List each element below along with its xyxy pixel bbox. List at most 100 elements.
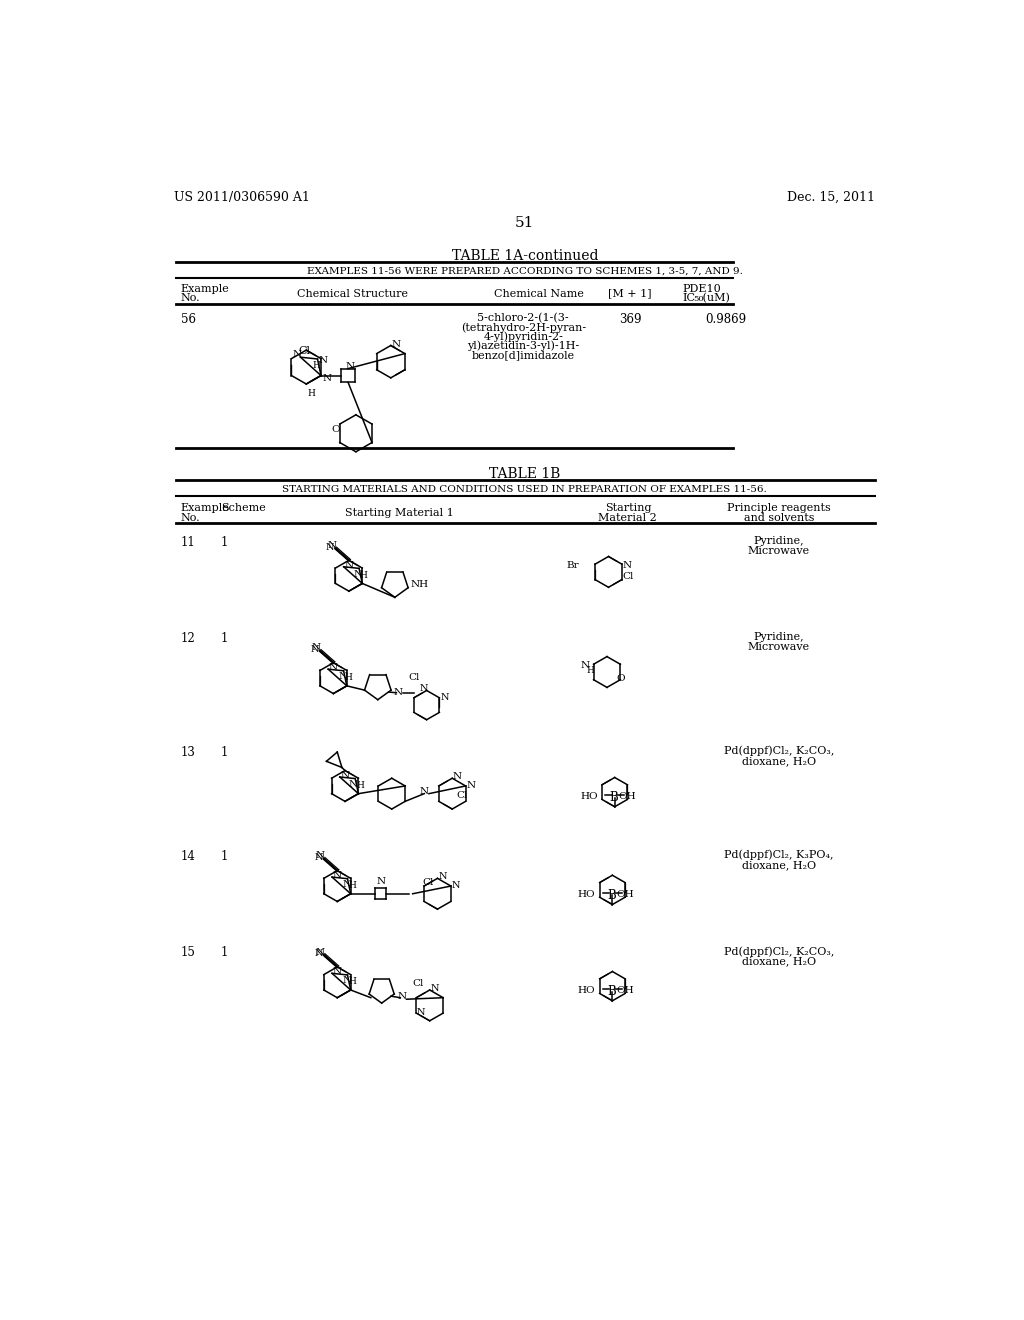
Text: (tetrahydro-2H-pyran-: (tetrahydro-2H-pyran- [461,322,586,333]
Text: H: H [312,360,319,370]
Text: H: H [348,880,356,890]
Text: Pd(dppf)Cl₂, K₂CO₃,: Pd(dppf)Cl₂, K₂CO₃, [724,946,835,957]
Text: [M + 1]: [M + 1] [608,289,652,298]
Text: NH: NH [411,581,428,589]
Text: Pyridine,: Pyridine, [754,632,804,642]
Text: Material 2: Material 2 [598,512,657,523]
Text: Chemical Name: Chemical Name [494,289,584,298]
Text: and solvents: and solvents [743,512,814,523]
Text: N: N [417,1008,426,1018]
Text: N: N [293,350,302,359]
Text: N: N [344,561,353,570]
Text: N: N [438,873,446,882]
Text: N: N [326,543,335,552]
Text: N: N [452,882,460,891]
Text: Cl: Cl [409,673,420,681]
Text: N: N [391,341,400,348]
Text: N: N [342,977,351,986]
Text: N: N [341,771,349,780]
Text: Br: Br [567,561,580,570]
Text: N: N [430,983,439,993]
Text: 1: 1 [221,850,228,863]
Text: N: N [581,661,590,671]
Text: Scheme: Scheme [221,503,266,513]
Text: Example: Example [180,284,229,294]
Text: H: H [308,388,315,397]
Text: 4-yl)pyridin-2-: 4-yl)pyridin-2- [483,331,563,342]
Text: Example: Example [180,503,229,513]
Text: Chemical Structure: Chemical Structure [297,289,409,298]
Text: Cl: Cl [413,979,424,989]
Text: N: N [314,949,323,958]
Text: benzo[d]imidazole: benzo[d]imidazole [472,350,574,360]
Text: 1: 1 [221,746,228,759]
Text: N: N [345,362,354,371]
Text: HO: HO [578,890,595,899]
Text: Cl: Cl [422,878,433,887]
Text: Microwave: Microwave [748,642,810,652]
Text: Pd(dppf)Cl₂, K₃PO₄,: Pd(dppf)Cl₂, K₃PO₄, [724,850,834,861]
Text: B: B [607,890,616,902]
Text: Dec. 15, 2011: Dec. 15, 2011 [787,190,876,203]
Text: B: B [607,985,616,998]
Text: H: H [356,781,365,789]
Text: (uM): (uM) [699,293,730,304]
Text: 50: 50 [693,296,703,304]
Text: PDE10: PDE10 [682,284,721,294]
Text: N: N [453,772,462,781]
Text: N: N [393,688,402,697]
Text: N: N [315,851,325,861]
Text: N: N [333,871,342,880]
Text: N: N [328,541,337,550]
Text: N: N [440,693,449,702]
Text: 14: 14 [180,850,196,863]
Text: HO: HO [578,986,595,995]
Text: 15: 15 [180,946,196,960]
Text: N: N [311,644,321,652]
Text: 369: 369 [618,313,641,326]
Text: Cl: Cl [623,572,634,581]
Text: HO: HO [580,792,598,801]
Text: H: H [344,673,352,682]
Text: OH: OH [616,890,634,899]
Text: US 2011/0306590 A1: US 2011/0306590 A1 [174,190,310,203]
Text: 0.9869: 0.9869 [706,313,746,326]
Text: N: N [353,570,362,579]
Text: 1: 1 [221,536,228,549]
Text: H: H [348,977,356,986]
Text: H: H [587,665,594,675]
Text: yl)azetidin-3-yl)-1H-: yl)azetidin-3-yl)-1H- [467,341,580,351]
Text: H: H [359,570,368,579]
Text: IC: IC [682,293,695,304]
Text: N: N [397,991,407,1001]
Text: 51: 51 [515,216,535,230]
Text: N: N [623,561,632,570]
Text: 1: 1 [221,632,228,645]
Text: 11: 11 [180,536,196,549]
Text: Pd(dppf)Cl₂, K₂CO₃,: Pd(dppf)Cl₂, K₂CO₃, [724,746,835,756]
Text: dioxane, H₂O: dioxane, H₂O [742,756,816,766]
Text: N: N [420,788,429,796]
Text: O: O [616,673,626,682]
Text: 1: 1 [221,946,228,960]
Text: 13: 13 [180,746,196,759]
Text: Principle reagents: Principle reagents [727,503,830,513]
Text: dioxane, H₂O: dioxane, H₂O [742,956,816,966]
Text: Cl: Cl [457,791,468,800]
Text: TABLE 1A-continued: TABLE 1A-continued [452,249,598,263]
Text: No.: No. [180,512,201,523]
Text: OH: OH [616,986,634,995]
Text: N: N [333,968,342,977]
Text: N: N [466,781,475,791]
Text: Microwave: Microwave [748,545,810,556]
Text: O: O [332,425,340,434]
Text: N: N [349,780,358,789]
Text: OH: OH [618,792,636,801]
Text: N: N [419,684,428,693]
Text: N: N [377,876,385,886]
Text: N: N [318,356,328,364]
Text: Starting: Starting [604,503,651,513]
Text: N: N [315,948,325,957]
Text: 12: 12 [180,632,196,645]
Text: B: B [609,792,618,804]
